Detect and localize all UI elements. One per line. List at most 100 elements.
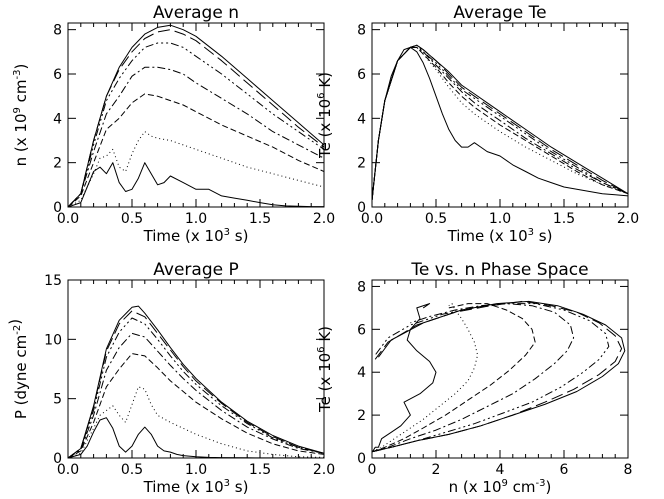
x-tick-label: 2.0 (313, 211, 335, 227)
series-line-curve-3 (68, 93, 324, 207)
y-label-exponent: 6 (316, 346, 327, 352)
x-tick-label: 0 (368, 462, 377, 478)
x-label-close: s) (230, 227, 248, 245)
x-label-exponent: 3 (224, 227, 230, 238)
y-tick-label: 2 (53, 156, 62, 172)
x-tick-label: 2.0 (313, 462, 335, 478)
y-tick-label: 8 (357, 279, 366, 295)
series-line-curve-2 (68, 131, 324, 207)
y-tick-label: 4 (357, 365, 366, 381)
chart-title: Average Te (453, 3, 546, 23)
x-axis-label: Time (x 103 s) (143, 227, 249, 245)
y-tick-label: 6 (53, 67, 62, 83)
series-line-curve-1 (68, 417, 324, 458)
y-tick-label: 0 (53, 200, 62, 216)
series-line-curve-6 (372, 300, 623, 453)
y-tick-label: 8 (53, 23, 62, 39)
y-tick-label: 0 (357, 451, 366, 467)
plot-frame (371, 279, 629, 459)
y-label-exponent: -2 (12, 325, 23, 335)
series-line-curve-5 (372, 303, 610, 453)
x-label-exponent: 9 (502, 478, 508, 489)
y-label-main: n (x 10 (12, 114, 30, 167)
x-label-close: cm (508, 478, 536, 496)
y-label-units-exponent: -3 (12, 70, 23, 80)
y-label-close: ) (6, 319, 24, 325)
series-line-curve-2 (372, 303, 479, 453)
series-line-curve-7 (372, 44, 628, 201)
y-tick-label: 10 (44, 332, 62, 348)
y-tick-label: 2 (357, 156, 366, 172)
x-tick-label: 1.5 (249, 462, 271, 478)
chart-title: Average P (153, 260, 238, 280)
y-tick-label: 6 (357, 67, 366, 83)
x-tick-label: 0.5 (121, 462, 143, 478)
y-label-main: P (dyne cm (12, 335, 30, 419)
series-line-curve-6 (372, 44, 628, 201)
series-line-curve-5 (68, 317, 324, 458)
series-line-curve-3 (68, 353, 324, 458)
y-label-main: Te (x 10 (316, 353, 334, 413)
series-line-curve-7 (68, 24, 324, 207)
y-axis-label: n (x 109 cm-3) (12, 64, 30, 167)
x-tick-label: 0.0 (361, 211, 383, 227)
series-line-curve-4 (68, 332, 324, 458)
y-tick-label: 8 (357, 23, 366, 39)
series-group (68, 305, 324, 458)
panel-4: Te vs. n Phase Space 0 2 4 6 8 0 2 4 6 8 n (x 109 c… (316, 260, 632, 496)
x-tick-label: 0.0 (57, 462, 79, 478)
x-tick-label: 0.0 (57, 211, 79, 227)
series-line-curve-1 (372, 46, 628, 201)
y-label-units: K (316, 331, 334, 347)
x-label-end: ) (546, 478, 552, 496)
y-label-units: cm (12, 79, 30, 107)
series-group (372, 44, 628, 201)
y-label-close: ) (316, 326, 334, 332)
y-label-units: K (316, 77, 334, 93)
y-label-main: Te (x 10 (316, 99, 334, 159)
x-axis-label: Time (x 103 s) (447, 227, 553, 245)
x-tick-label: 1.0 (185, 211, 207, 227)
x-tick-label: 2.0 (617, 211, 639, 227)
series-line-curve-7 (372, 300, 626, 453)
x-tick-label: 2 (432, 462, 441, 478)
y-tick-label: 4 (53, 111, 62, 127)
series-line-curve-2 (372, 46, 628, 201)
x-tick-label: 6 (560, 462, 569, 478)
series-line-curve-3 (372, 46, 628, 201)
y-tick-label: 6 (357, 322, 366, 338)
y-tick-label: 2 (357, 408, 366, 424)
x-tick-label: 1.5 (553, 211, 575, 227)
series-line-curve-5 (372, 44, 628, 201)
panel-2: Average Te 0.0 0.5 1.0 1.5 2.0 0 2 4 6 8 Time (x 10… (316, 3, 639, 245)
y-tick-label: 15 (44, 273, 62, 289)
y-label-exponent: 6 (316, 92, 327, 98)
series-line-curve-5 (68, 42, 324, 207)
series-line-curve-4 (372, 46, 628, 201)
axis-ticks (67, 279, 325, 459)
series-line-curve-3 (372, 303, 536, 453)
x-label-main: Time (x 10 (143, 478, 224, 496)
chart-title: Te vs. n Phase Space (410, 260, 588, 280)
x-label-main: n (x 10 (449, 478, 502, 496)
x-tick-label: 0.5 (121, 211, 143, 227)
x-label-exponent: 3 (528, 227, 534, 238)
x-label-close: s) (230, 478, 248, 496)
y-axis-label: P (dyne cm-2) (6, 319, 30, 419)
y-axis-label: Te (x 106 K) (316, 72, 334, 159)
y-tick-label: 0 (53, 451, 62, 467)
series-line-curve-1 (68, 162, 324, 207)
panel-1: Average n 0.0 0.5 1.0 1.5 2.0 0 2 4 6 8 Time (x 103… (12, 3, 335, 245)
x-axis-label: n (x 109 cm-3) (449, 478, 552, 496)
x-axis-label: Time (x 103 s) (143, 478, 249, 496)
x-label-exponent: 3 (224, 478, 230, 489)
y-label-exponent: 9 (12, 107, 23, 113)
x-label-main: Time (x 10 (447, 227, 528, 245)
series-line-curve-7 (68, 305, 324, 458)
x-tick-label: 1.5 (249, 211, 271, 227)
x-tick-label: 4 (496, 462, 505, 478)
axis-ticks (371, 280, 629, 459)
series-line-curve-4 (68, 66, 324, 207)
series-group (68, 24, 324, 207)
plot-frame (67, 279, 325, 459)
